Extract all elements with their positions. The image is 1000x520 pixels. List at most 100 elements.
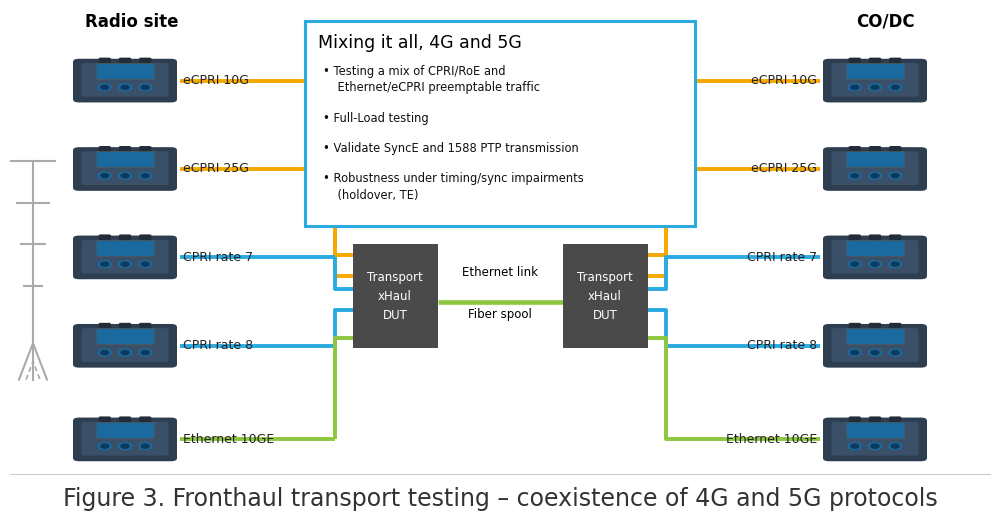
- Circle shape: [141, 444, 149, 448]
- FancyBboxPatch shape: [139, 417, 151, 422]
- Text: Ethernet 10GE: Ethernet 10GE: [726, 433, 817, 446]
- FancyBboxPatch shape: [119, 235, 131, 240]
- Circle shape: [119, 84, 131, 90]
- FancyBboxPatch shape: [82, 422, 168, 456]
- FancyBboxPatch shape: [849, 146, 861, 152]
- FancyBboxPatch shape: [869, 417, 881, 422]
- Circle shape: [869, 84, 881, 90]
- Circle shape: [121, 444, 129, 448]
- FancyBboxPatch shape: [832, 151, 918, 185]
- FancyBboxPatch shape: [139, 58, 151, 63]
- FancyBboxPatch shape: [99, 146, 111, 152]
- Text: CO/DC: CO/DC: [856, 13, 915, 31]
- Circle shape: [121, 262, 129, 266]
- Text: CPRI rate 7: CPRI rate 7: [183, 251, 253, 264]
- Circle shape: [141, 85, 149, 89]
- Text: Transport
xHaul
DUT: Transport xHaul DUT: [577, 271, 633, 322]
- Circle shape: [101, 174, 109, 178]
- FancyBboxPatch shape: [823, 59, 927, 102]
- Text: • Testing a mix of CPRI/RoE and
    Ethernet/eCPRI preemptable traffic: • Testing a mix of CPRI/RoE and Ethernet…: [323, 65, 540, 95]
- Text: • Robustness under timing/sync impairments
    (holdover, TE): • Robustness under timing/sync impairmen…: [323, 172, 584, 202]
- Circle shape: [139, 261, 152, 267]
- Circle shape: [871, 174, 879, 178]
- FancyBboxPatch shape: [889, 146, 901, 152]
- Text: Figure 3. Fronthaul transport testing – coexistence of 4G and 5G protocols: Figure 3. Fronthaul transport testing – …: [63, 487, 937, 511]
- FancyBboxPatch shape: [846, 422, 904, 437]
- FancyBboxPatch shape: [823, 147, 927, 191]
- Circle shape: [101, 85, 109, 89]
- FancyBboxPatch shape: [119, 323, 131, 329]
- Text: • Validate SyncE and 1588 PTP transmission: • Validate SyncE and 1588 PTP transmissi…: [323, 142, 579, 155]
- Circle shape: [98, 349, 111, 356]
- Text: eCPRI 25G: eCPRI 25G: [183, 162, 249, 175]
- Circle shape: [869, 349, 881, 356]
- FancyBboxPatch shape: [82, 151, 168, 185]
- Text: Transport
xHaul
DUT: Transport xHaul DUT: [367, 271, 423, 322]
- FancyBboxPatch shape: [96, 328, 154, 344]
- Circle shape: [119, 349, 131, 356]
- FancyBboxPatch shape: [82, 328, 168, 362]
- Circle shape: [851, 444, 859, 448]
- Text: CPRI rate 7: CPRI rate 7: [747, 251, 817, 264]
- Circle shape: [121, 174, 129, 178]
- FancyBboxPatch shape: [73, 324, 177, 368]
- FancyBboxPatch shape: [96, 63, 154, 79]
- Circle shape: [98, 84, 111, 90]
- FancyBboxPatch shape: [139, 323, 151, 329]
- Text: CPRI rate 8: CPRI rate 8: [747, 339, 817, 353]
- FancyBboxPatch shape: [889, 235, 901, 240]
- Circle shape: [851, 350, 859, 355]
- Circle shape: [869, 261, 881, 267]
- Text: Radio site: Radio site: [85, 13, 178, 31]
- FancyBboxPatch shape: [99, 323, 111, 329]
- FancyBboxPatch shape: [889, 323, 901, 329]
- FancyBboxPatch shape: [562, 244, 648, 348]
- FancyBboxPatch shape: [889, 417, 901, 422]
- FancyBboxPatch shape: [73, 147, 177, 191]
- Text: Ethernet 10GE: Ethernet 10GE: [183, 433, 274, 446]
- FancyBboxPatch shape: [849, 58, 861, 63]
- FancyBboxPatch shape: [823, 236, 927, 279]
- Circle shape: [141, 174, 149, 178]
- FancyBboxPatch shape: [119, 417, 131, 422]
- FancyBboxPatch shape: [73, 418, 177, 461]
- FancyBboxPatch shape: [139, 146, 151, 152]
- Circle shape: [139, 349, 152, 356]
- FancyBboxPatch shape: [139, 235, 151, 240]
- Text: Ethernet link: Ethernet link: [462, 266, 538, 280]
- Circle shape: [119, 172, 131, 179]
- FancyBboxPatch shape: [119, 58, 131, 63]
- FancyBboxPatch shape: [82, 63, 168, 97]
- Circle shape: [871, 85, 879, 89]
- Circle shape: [891, 85, 899, 89]
- FancyBboxPatch shape: [869, 58, 881, 63]
- Circle shape: [869, 172, 881, 179]
- Text: eCPRI 10G: eCPRI 10G: [751, 74, 817, 87]
- FancyBboxPatch shape: [832, 422, 918, 456]
- Text: Mixing it all, 4G and 5G: Mixing it all, 4G and 5G: [318, 34, 522, 52]
- Circle shape: [101, 444, 109, 448]
- Circle shape: [141, 262, 149, 266]
- Circle shape: [889, 172, 902, 179]
- Circle shape: [101, 262, 109, 266]
- Circle shape: [139, 443, 152, 449]
- FancyBboxPatch shape: [99, 235, 111, 240]
- FancyBboxPatch shape: [849, 323, 861, 329]
- Circle shape: [889, 84, 902, 90]
- FancyBboxPatch shape: [73, 236, 177, 279]
- Circle shape: [848, 261, 861, 267]
- Circle shape: [121, 350, 129, 355]
- Circle shape: [848, 349, 861, 356]
- FancyBboxPatch shape: [869, 323, 881, 329]
- Circle shape: [119, 261, 131, 267]
- FancyBboxPatch shape: [99, 58, 111, 63]
- Text: Fiber spool: Fiber spool: [468, 308, 532, 321]
- Circle shape: [891, 444, 899, 448]
- Circle shape: [139, 172, 152, 179]
- Text: eCPRI 25G: eCPRI 25G: [751, 162, 817, 175]
- Circle shape: [851, 262, 859, 266]
- Circle shape: [889, 443, 902, 449]
- Circle shape: [871, 262, 879, 266]
- FancyBboxPatch shape: [846, 240, 904, 255]
- FancyBboxPatch shape: [846, 63, 904, 79]
